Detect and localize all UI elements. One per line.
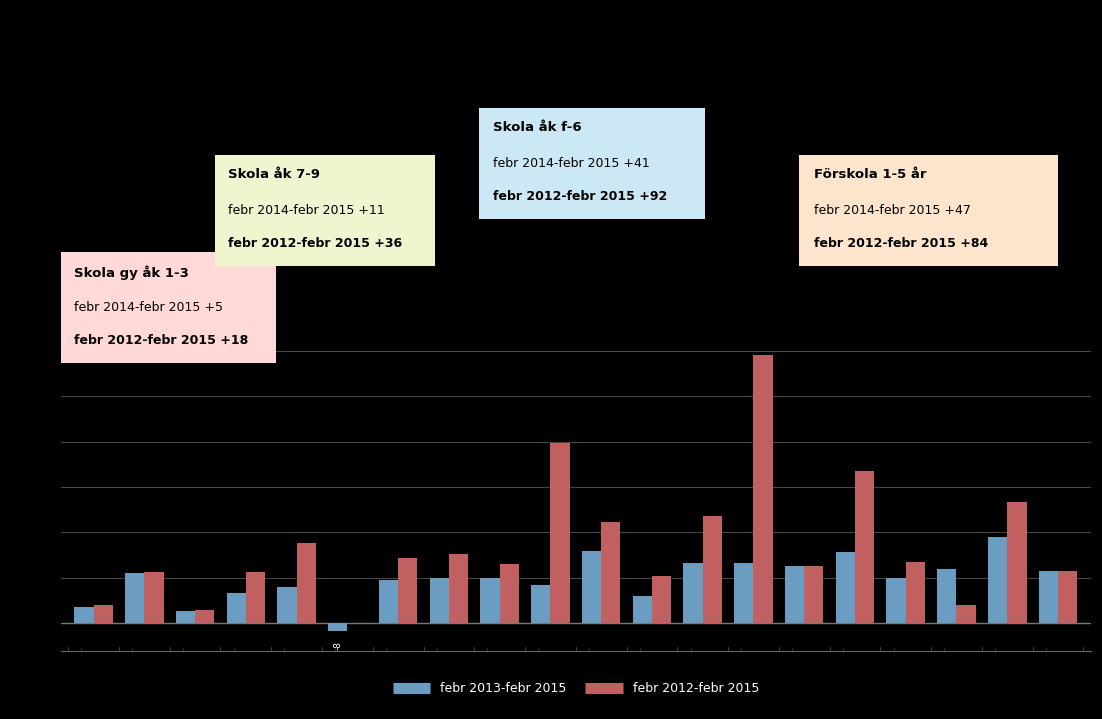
Text: -8: -8 — [333, 641, 343, 650]
Text: febr 2012-febr 2015 +18: febr 2012-febr 2015 +18 — [74, 334, 248, 347]
Text: Skola åk 7-9: Skola åk 7-9 — [228, 168, 320, 181]
Bar — [582, 551, 602, 623]
Text: febr 2014-febr 2015 +47: febr 2014-febr 2015 +47 — [814, 203, 971, 216]
Legend: febr 2013-febr 2015, febr 2012-febr 2015: febr 2013-febr 2015, febr 2012-febr 2015 — [388, 677, 764, 700]
Text: Skola åk f-6: Skola åk f-6 — [493, 122, 582, 134]
Bar — [449, 554, 468, 623]
Bar — [804, 566, 823, 623]
Bar — [94, 605, 112, 623]
Text: febr 2014-febr 2015 +11: febr 2014-febr 2015 +11 — [228, 203, 385, 216]
Bar — [550, 444, 570, 623]
Bar — [602, 521, 620, 623]
Bar — [886, 578, 906, 623]
Bar — [328, 623, 347, 631]
Text: febr 2014-febr 2015 +41: febr 2014-febr 2015 +41 — [493, 157, 650, 170]
Bar — [296, 544, 316, 623]
Bar — [754, 355, 773, 623]
Bar — [683, 564, 703, 623]
Bar — [379, 580, 398, 623]
Bar — [144, 572, 164, 623]
Bar — [734, 564, 754, 623]
Bar — [633, 596, 652, 623]
Bar — [652, 576, 671, 623]
Bar — [1058, 571, 1078, 623]
Bar — [278, 587, 296, 623]
Bar — [785, 566, 804, 623]
Bar — [480, 578, 499, 623]
Bar — [531, 585, 550, 623]
Bar — [195, 610, 215, 623]
Bar — [988, 537, 1007, 623]
Bar — [246, 572, 266, 623]
Text: febr 2014-febr 2015 +5: febr 2014-febr 2015 +5 — [74, 301, 223, 313]
Bar — [906, 562, 925, 623]
Bar — [74, 607, 94, 623]
Bar — [937, 569, 957, 623]
Bar — [835, 552, 855, 623]
Bar — [227, 593, 246, 623]
Text: febr 2012-febr 2015 +36: febr 2012-febr 2015 +36 — [228, 237, 402, 250]
Text: Förskola 1-5 år: Förskola 1-5 år — [814, 168, 927, 181]
Bar — [125, 574, 144, 623]
Bar — [1039, 571, 1058, 623]
Bar — [957, 605, 975, 623]
Bar — [703, 516, 722, 623]
Text: febr 2012-febr 2015 +84: febr 2012-febr 2015 +84 — [814, 237, 988, 250]
Bar — [1007, 503, 1027, 623]
Bar — [176, 610, 195, 623]
Bar — [855, 471, 874, 623]
Text: febr 2012-febr 2015 +92: febr 2012-febr 2015 +92 — [493, 191, 667, 203]
Bar — [499, 564, 519, 623]
Bar — [398, 558, 418, 623]
Text: Skola gy åk 1-3: Skola gy åk 1-3 — [74, 265, 188, 280]
Bar — [430, 578, 449, 623]
